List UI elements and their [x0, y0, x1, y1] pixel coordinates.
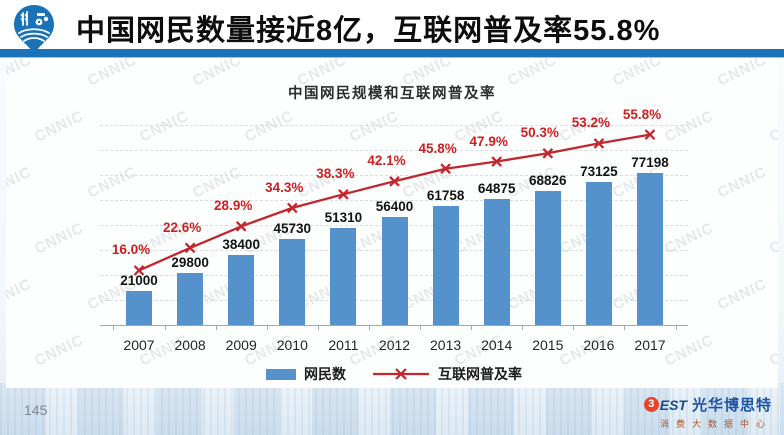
legend-line-swatch [373, 368, 429, 380]
bar [534, 190, 561, 325]
bar [279, 239, 306, 325]
percent-label: 42.1% [367, 153, 406, 169]
legend-bar-swatch [266, 368, 296, 380]
bar [585, 181, 612, 325]
line-marker-x [389, 176, 400, 187]
percent-label: 22.6% [162, 219, 202, 235]
footer-company-name: 光华博思特 [691, 397, 772, 414]
bar [381, 216, 408, 325]
footer-brand-text: EST [659, 396, 687, 413]
x-axis-tick [675, 325, 677, 330]
x-axis-label: 2008 [174, 337, 206, 353]
line-marker-x [338, 188, 349, 200]
line-marker-x [593, 138, 605, 149]
slide-title: 中国网民数量接近8亿，互联网普及率55.8% [76, 15, 661, 47]
bar [432, 205, 459, 325]
x-axis-label: 2016 [583, 337, 615, 353]
bar [126, 291, 152, 325]
bar-value-label: 77198 [631, 155, 669, 170]
x-axis-tick [215, 325, 217, 330]
x-axis-label: 2013 [430, 337, 462, 353]
x-axis-label: 2010 [276, 337, 308, 353]
line-marker-x [389, 176, 400, 187]
x-axis [100, 325, 688, 326]
chart-legend: 网民数 互联网普及率 [100, 364, 688, 384]
x-axis-tick [368, 325, 370, 330]
bar-value-label: 29800 [171, 254, 209, 270]
gridline [100, 150, 688, 151]
percent-label: 38.3% [316, 166, 355, 182]
x-axis-label: 2017 [634, 337, 666, 353]
percent-label: 16.0% [111, 242, 151, 258]
line-marker-x [440, 163, 451, 175]
line-marker-x [235, 221, 247, 232]
gridline [100, 125, 688, 126]
line-marker-x [491, 156, 503, 167]
bar [637, 173, 663, 325]
line-marker-x [644, 129, 656, 140]
x-axis-tick [420, 325, 422, 330]
x-axis-label: 2007 [123, 337, 155, 353]
x-axis-label: 2012 [378, 337, 411, 353]
x-axis-label: 2015 [532, 337, 564, 353]
line-marker-x [593, 138, 605, 149]
x-axis-label: 2014 [481, 337, 513, 353]
percent-label: 47.9% [469, 133, 508, 149]
page-number: 145 [24, 402, 48, 418]
line-marker-x [286, 202, 298, 214]
footer-subtitle: 消费大数据中心 [659, 419, 772, 429]
legend-bar-label: 网民数 [304, 366, 346, 382]
bar [483, 198, 510, 325]
line-marker-x [338, 188, 349, 200]
line-marker-x [491, 156, 503, 167]
x-axis-tick [573, 325, 575, 330]
footer-logo: 3 EST 光华博思特 消费大数据中心 [643, 394, 772, 430]
bar [330, 227, 357, 325]
percent-label: 34.3% [265, 179, 304, 195]
company-logo-icon [14, 5, 54, 57]
percent-label: 55.8% [622, 106, 662, 122]
line-marker-x [286, 202, 298, 214]
percent-label: 28.9% [214, 198, 253, 214]
x-axis-tick [164, 325, 166, 330]
percent-label: 53.2% [571, 115, 611, 131]
bar [177, 272, 204, 325]
footer-logo-row: 3 EST 光华博思特 [643, 394, 772, 415]
legend-line-label: 互联网普及率 [438, 366, 522, 382]
header-divider [0, 49, 784, 58]
percent-label: 45.8% [418, 140, 457, 156]
x-axis-tick [522, 325, 524, 330]
line-marker-x [644, 129, 656, 140]
best-logo-icon: 3 [643, 397, 659, 412]
bar-value-label: 38400 [222, 236, 260, 252]
x-axis-tick [471, 325, 473, 330]
bar [228, 254, 255, 325]
x-axis-tick [317, 325, 319, 330]
line-marker-x [184, 242, 196, 254]
chart-title: 中国网民规模和互联网普及率 [288, 86, 496, 102]
line-marker-x [235, 221, 247, 232]
percent-label: 50.3% [520, 125, 559, 141]
x-axis-tick [624, 325, 626, 330]
x-axis-label: 2009 [225, 337, 257, 353]
x-axis-tick [266, 325, 268, 330]
line-marker-x [184, 242, 196, 254]
line-marker-x [440, 163, 451, 175]
bar-value-label: 21000 [120, 273, 158, 289]
header: 中国网民数量接近8亿，互联网普及率55.8% [0, 0, 784, 57]
x-axis-tick [113, 325, 115, 330]
x-axis-label: 2011 [328, 337, 359, 353]
